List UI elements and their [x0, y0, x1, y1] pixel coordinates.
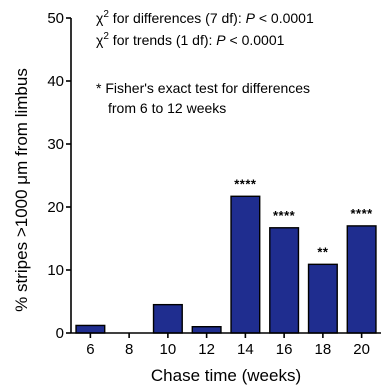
bar-week-18: [307, 263, 338, 334]
chi-superscript: 2: [103, 9, 109, 20]
p-value-text: < 0.0001: [226, 32, 285, 48]
x-axis-label: Chase time (weeks): [151, 366, 301, 385]
x-tick-label: 14: [237, 341, 254, 358]
fisher-test-note-line1: * Fisher's exact test for differences: [96, 80, 310, 96]
chi-symbol: χ: [96, 10, 104, 26]
x-tick-label: 20: [353, 341, 370, 358]
chi-square-differences-annotation: χ2 for differences (7 df): P < 0.0001: [96, 9, 314, 26]
bar-week-20: [346, 225, 377, 334]
x-tick-label: 8: [125, 341, 133, 358]
chi-superscript: 2: [103, 31, 109, 42]
y-axis-label: % stripes >1000 μm from limbus: [12, 68, 31, 312]
p-symbol: P: [216, 32, 226, 48]
chi-symbol: χ: [96, 32, 104, 48]
p-value-text: < 0.0001: [255, 10, 314, 26]
y-tick-label: 30: [47, 136, 64, 153]
bar-week-14: [230, 195, 261, 334]
significance-marker: ****: [234, 176, 257, 191]
y-tick-label: 0: [56, 325, 64, 342]
x-tick-label: 18: [315, 341, 332, 358]
chi-square-trends-annotation: χ2 for trends (1 df): P < 0.0001: [96, 31, 285, 48]
y-tick-label: 20: [47, 199, 64, 216]
x-tick-label: 10: [160, 341, 177, 358]
x-tick-label: 12: [198, 341, 215, 358]
y-tick-label: 40: [47, 73, 64, 90]
significance-marker: ****: [273, 208, 296, 223]
y-tick-label: 10: [47, 262, 64, 279]
fisher-test-note-line2: from 6 to 12 weeks: [108, 100, 226, 116]
bar-week-10: [152, 303, 183, 334]
x-tick-label: 16: [276, 341, 293, 358]
significance-marker: ****: [351, 206, 374, 221]
chi-trend-text: for trends (1 df):: [109, 32, 216, 48]
chi-diff-text: for differences (7 df):: [109, 10, 246, 26]
y-tick-label: 50: [47, 10, 64, 27]
p-symbol: P: [246, 10, 256, 26]
significance-marker: **: [317, 244, 329, 259]
x-tick-label: 6: [86, 341, 94, 358]
bar-week-16: [269, 227, 300, 334]
bar-week-12: [191, 326, 222, 334]
bar-week-6: [75, 324, 106, 334]
